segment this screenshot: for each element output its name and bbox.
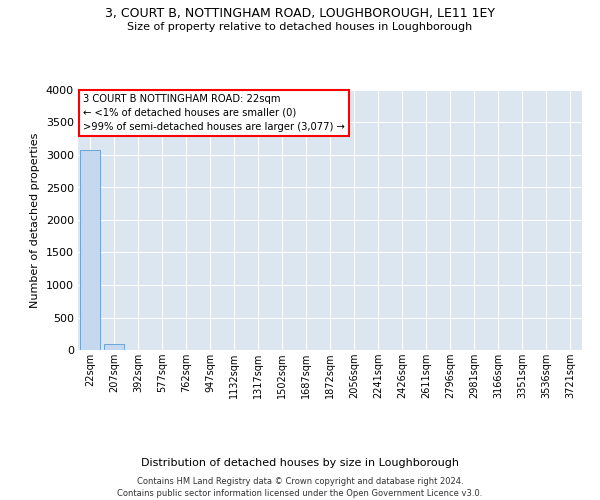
Bar bbox=[80, 150, 100, 350]
Text: 3 COURT B NOTTINGHAM ROAD: 22sqm
← <1% of detached houses are smaller (0)
>99% o: 3 COURT B NOTTINGHAM ROAD: 22sqm ← <1% o… bbox=[83, 94, 345, 132]
Bar bbox=[104, 344, 124, 350]
Text: Distribution of detached houses by size in Loughborough: Distribution of detached houses by size … bbox=[141, 458, 459, 468]
Text: 3, COURT B, NOTTINGHAM ROAD, LOUGHBOROUGH, LE11 1EY: 3, COURT B, NOTTINGHAM ROAD, LOUGHBOROUG… bbox=[105, 8, 495, 20]
Text: Contains HM Land Registry data © Crown copyright and database right 2024.
Contai: Contains HM Land Registry data © Crown c… bbox=[118, 476, 482, 498]
Text: Size of property relative to detached houses in Loughborough: Size of property relative to detached ho… bbox=[127, 22, 473, 32]
Y-axis label: Number of detached properties: Number of detached properties bbox=[30, 132, 40, 308]
